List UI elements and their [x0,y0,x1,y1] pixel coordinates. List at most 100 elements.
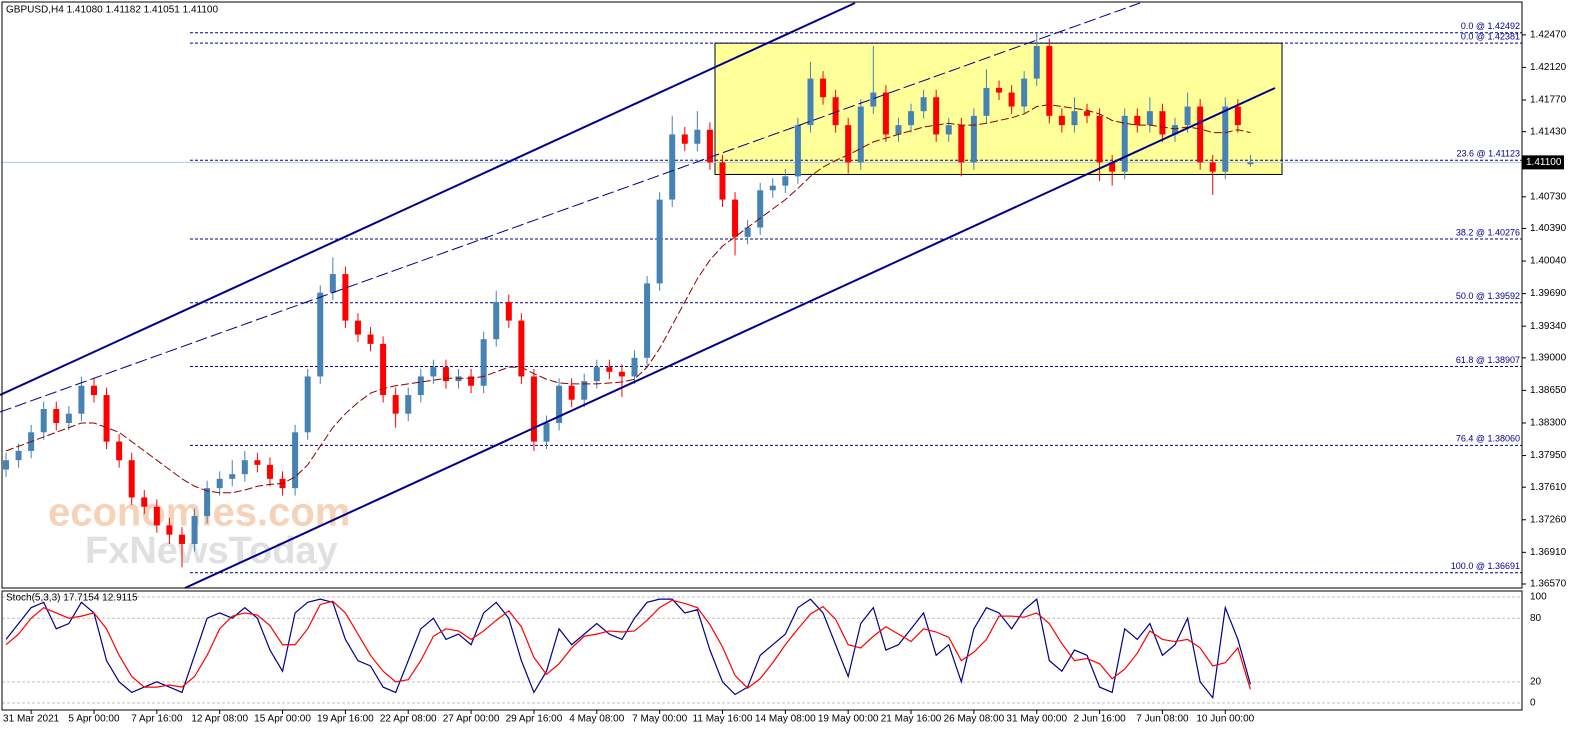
candle-body [832,97,839,126]
candle-body [769,185,776,191]
candle-body [153,506,160,526]
candle-body [178,534,185,544]
candle-body [166,525,173,535]
y-tick-label: 1.40390 [1530,223,1567,234]
price-box [1522,155,1564,170]
candle-body [141,497,148,507]
candle-body [757,190,764,228]
candle-body [78,385,85,414]
candle-body [1247,162,1254,165]
fib-label: 76.4 @ 1.38060 [1456,434,1520,444]
candle-body [694,129,701,144]
candle-body [644,283,651,358]
candle-body [442,367,449,382]
y-tick-label: 1.36910 [1530,547,1567,558]
y-tick-label: 1.37950 [1530,450,1567,461]
candle-body [1021,78,1028,107]
candle-body [1008,92,1015,107]
candle-body [908,111,915,126]
fib-label: 50.0 @ 1.39592 [1456,291,1520,301]
candle-body [254,460,261,465]
candle-body [920,97,927,112]
candle-body [530,376,537,442]
x-tick-label: 26 May 08:00 [944,714,1005,725]
y-tick-label: 100 [1530,592,1547,603]
candle-body [882,92,889,135]
x-tick-label: 4 May 08:00 [569,714,624,725]
candle-body [807,78,814,126]
x-tick-label: 14 May 08:00 [755,714,816,725]
candle-body [505,301,512,321]
candle-body [1058,115,1065,126]
candle-body [241,460,248,475]
candle-body [116,441,123,461]
candle-body [191,516,198,544]
candle-body [3,460,9,470]
x-tick-label: 7 Jun 08:00 [1136,714,1189,725]
plot-layer [3,32,1254,700]
candle-body [1146,111,1153,126]
axes-layer: GBPUSD,H4 1.41080 1.41182 1.41051 1.4110… [1,1,1567,725]
candle-body [468,376,475,386]
candle-body [970,115,977,163]
y-tick-label: 1.40730 [1530,191,1567,202]
candle-body [128,460,135,498]
candle-body [593,367,600,382]
x-tick-label: 10 Jun 00:00 [1196,714,1254,725]
stoch-title: Stoch(5,3,3) 17.7154 12.9115 [6,593,138,604]
x-tick-label: 2 Jun 16:00 [1073,714,1126,725]
candle-body [631,357,638,377]
fib-label: 100.0 @ 1.36691 [1451,561,1520,571]
candle-body [304,376,311,433]
candle-body [405,395,412,414]
trend-lines [0,2,1276,589]
candle-body [15,450,22,461]
fib-label: 61.8 @ 1.38907 [1456,355,1520,365]
y-tick-label: 1.42470 [1530,29,1567,40]
candle-body [65,413,72,423]
candle-body [493,301,500,340]
candle-body [1033,46,1040,79]
candle-body [983,87,990,116]
candle-body [53,409,60,423]
y-tick-label: 80 [1530,613,1542,624]
candle-body [317,292,324,377]
stoch-line [5,598,1252,700]
candle-body [820,78,827,98]
candle-body [895,125,902,135]
y-tick-label: 1.36570 [1530,579,1567,590]
y-tick-label: 0 [1530,698,1536,709]
stoch-line [5,599,1252,690]
candle-body [229,474,236,479]
candle-body [103,395,110,442]
candle-body [706,129,713,163]
y-tick-label: 1.42120 [1530,62,1567,73]
x-tick-label: 19 Apr 16:00 [317,714,374,725]
candle-body [556,385,563,423]
channel-middle [0,2,1141,413]
y-tick-label: 1.39690 [1530,288,1567,299]
x-tick-label: 12 Apr 08:00 [191,714,248,725]
candle-body [430,367,437,377]
candle-body [732,199,739,237]
y-tick-label: 1.41430 [1530,126,1567,137]
x-tick-label: 31 Mar 2021 [3,714,60,725]
candle-body [656,199,663,284]
candle-body [367,334,374,344]
candle-body [958,125,965,163]
candle-body [204,488,211,517]
x-tick-label: 22 Apr 08:00 [380,714,437,725]
candle-body [1096,115,1103,163]
x-tick-label: 27 Apr 00:00 [443,714,500,725]
y-tick-label: 1.41770 [1530,95,1567,106]
candle-body [266,464,273,479]
candle-body [417,376,424,396]
candle-body [681,134,688,144]
x-tick-label: 31 May 00:00 [1006,714,1067,725]
candle-body [1109,162,1116,172]
x-tick-label: 29 Apr 16:00 [506,714,563,725]
candle-body [342,274,349,321]
candle-body [216,478,223,489]
candle-body [1046,46,1053,116]
candle-body [480,339,487,386]
